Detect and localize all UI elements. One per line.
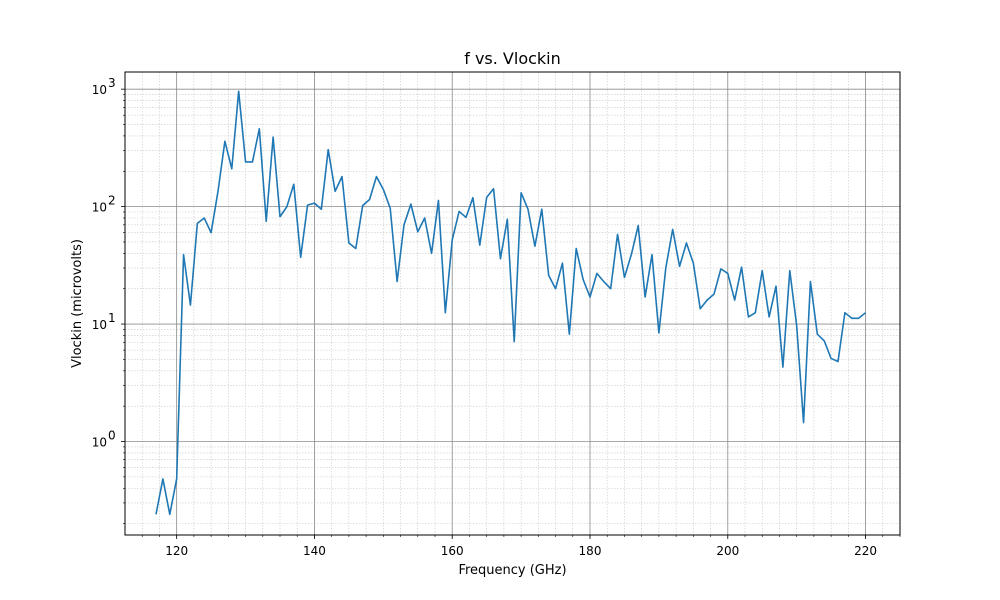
x-tick-label: 120 bbox=[165, 544, 188, 558]
x-tick-labels: 120 140 160 180 200 220 bbox=[165, 544, 877, 558]
x-tick-label: 220 bbox=[854, 544, 877, 558]
x-tick-label: 180 bbox=[579, 544, 602, 558]
x-tick-label: 160 bbox=[441, 544, 464, 558]
y-tick-label: 10 bbox=[92, 318, 107, 332]
y-axis-label: Vlockin (microvolts) bbox=[70, 239, 85, 368]
x-tick-label: 140 bbox=[303, 544, 326, 558]
series-layer bbox=[155, 90, 867, 516]
minor-gridlines bbox=[125, 72, 901, 535]
plot-frame bbox=[124, 71, 901, 536]
y-tick-label: 10 bbox=[92, 83, 107, 97]
major-gridlines bbox=[125, 72, 900, 535]
y-tick-label: 10 bbox=[92, 201, 107, 215]
y-tick-label-exponent: 3 bbox=[108, 76, 116, 90]
x-axis-label: Frequency (GHz) bbox=[458, 563, 566, 578]
y-tick-label-exponent: 1 bbox=[108, 311, 116, 325]
y-tick-label-exponent: 2 bbox=[108, 194, 116, 208]
y-tick-label-exponent: 0 bbox=[108, 429, 116, 443]
series-line bbox=[155, 90, 867, 516]
y-tick-label: 10 bbox=[92, 436, 107, 450]
axis-ticks bbox=[121, 88, 901, 539]
chart-title: f vs. Vlockin bbox=[464, 49, 561, 68]
x-tick-label: 200 bbox=[716, 544, 739, 558]
